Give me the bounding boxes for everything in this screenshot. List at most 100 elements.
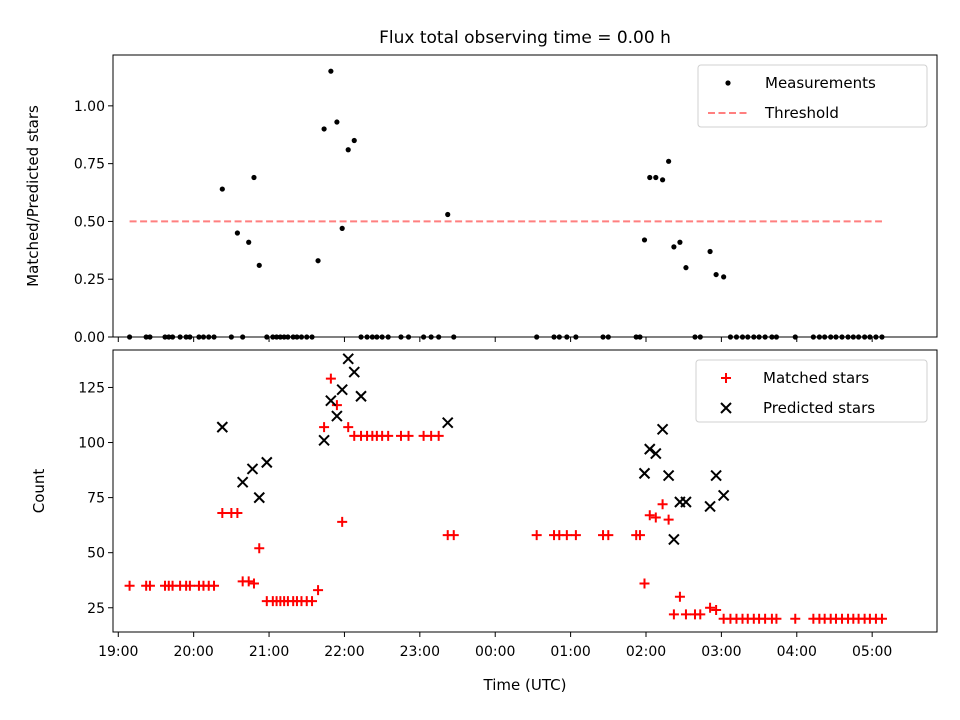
x-tick-label: 02:00: [626, 644, 666, 660]
x-tick-label: 05:00: [852, 644, 892, 660]
data-point: [321, 126, 327, 132]
data-point: [644, 443, 656, 455]
data-point: [345, 147, 351, 153]
data-point: [334, 119, 340, 125]
x-tick-label: 01:00: [550, 644, 590, 660]
x-tick-label: 22:00: [324, 644, 364, 660]
y-tick-label: 0.50: [74, 214, 105, 230]
data-point: [771, 613, 782, 624]
y-tick-label: 0.00: [74, 330, 105, 346]
data-point: [445, 211, 451, 218]
data-point: [219, 186, 225, 192]
data-point: [876, 613, 887, 624]
data-point: [653, 174, 659, 181]
data-point: [657, 499, 668, 510]
data-point: [307, 596, 318, 607]
data-point: [713, 271, 719, 278]
data-point: [639, 578, 650, 589]
data-point: [248, 578, 259, 589]
data-point: [251, 174, 257, 181]
data-point: [236, 476, 249, 488]
data-point: [328, 68, 334, 74]
data-point: [243, 576, 254, 587]
data-point: [339, 225, 345, 231]
data-point: [337, 516, 348, 527]
data-point: [216, 421, 229, 433]
x-tick-label: 00:00: [475, 644, 515, 660]
y-tick-label: 75: [87, 491, 105, 507]
data-point: [433, 430, 444, 441]
y-tick-label: 100: [78, 436, 105, 452]
data-point: [668, 533, 680, 546]
legend-label: Predicted stars: [763, 399, 875, 417]
data-point: [705, 602, 716, 613]
data-point: [383, 430, 394, 441]
data-point: [561, 530, 572, 541]
legend-label: Measurements: [765, 74, 876, 92]
data-point: [707, 248, 713, 255]
data-point: [331, 410, 343, 422]
series-matched-stars: [124, 373, 887, 624]
data-point: [318, 434, 330, 447]
data-point: [644, 510, 655, 521]
data-point: [325, 373, 336, 384]
data-point: [253, 491, 265, 504]
data-point: [721, 274, 727, 280]
panel-2: 25 50 75 100 125 19:00 20:00 21:00 22:00 23:00 00:…: [30, 349, 938, 694]
data-point: [256, 262, 262, 268]
legend-label: Threshold: [764, 104, 839, 122]
data-point: [217, 508, 228, 519]
plot-frame: [112, 349, 938, 633]
data-point: [331, 400, 342, 411]
data-point: [704, 500, 716, 513]
data-point: [343, 422, 354, 433]
data-point: [710, 469, 722, 482]
y-tick-label: 50: [87, 546, 105, 562]
data-point: [531, 530, 542, 541]
x-tick-label: 21:00: [249, 644, 289, 660]
data-point: [442, 416, 454, 429]
data-point: [650, 512, 661, 523]
data-point: [342, 353, 354, 365]
x-tick-label: 23:00: [400, 644, 440, 660]
data-point: [650, 447, 662, 460]
data-point: [647, 174, 653, 181]
data-point: [448, 530, 459, 541]
data-point: [325, 394, 337, 407]
legend-box: [695, 359, 928, 423]
data-point: [254, 543, 265, 554]
data-point: [717, 489, 730, 502]
y-tick-label: 0.75: [74, 157, 105, 173]
data-point: [659, 177, 666, 183]
data-point: [662, 469, 675, 482]
data-point: [570, 530, 581, 541]
data-point: [668, 609, 679, 620]
data-point: [641, 237, 648, 243]
y-axis-label: Count: [30, 469, 48, 514]
data-point: [683, 265, 689, 271]
legend-marker: [721, 373, 731, 383]
data-point: [184, 580, 195, 591]
data-point: [261, 456, 273, 469]
data-point: [680, 496, 692, 508]
legend-label: Matched stars: [763, 369, 869, 387]
y-tick-label: 125: [78, 380, 105, 396]
y-tick-label: 25: [87, 601, 105, 617]
legend-box: [697, 64, 928, 128]
chart-title: Flux total observing time = 0.00 h: [379, 28, 671, 48]
data-point: [246, 239, 252, 245]
x-tick-label: 03:00: [701, 644, 741, 660]
data-point: [680, 609, 691, 620]
data-point: [319, 422, 330, 433]
data-point: [355, 390, 367, 402]
y-tick-label: 1.00: [74, 99, 105, 115]
data-point: [234, 230, 240, 236]
x-tick-label: 19:00: [98, 644, 138, 660]
data-point: [351, 137, 357, 144]
data-point: [315, 258, 321, 264]
data-point: [209, 580, 220, 591]
data-point: [656, 423, 669, 436]
legend-marker: [725, 80, 731, 86]
data-point: [313, 585, 324, 596]
